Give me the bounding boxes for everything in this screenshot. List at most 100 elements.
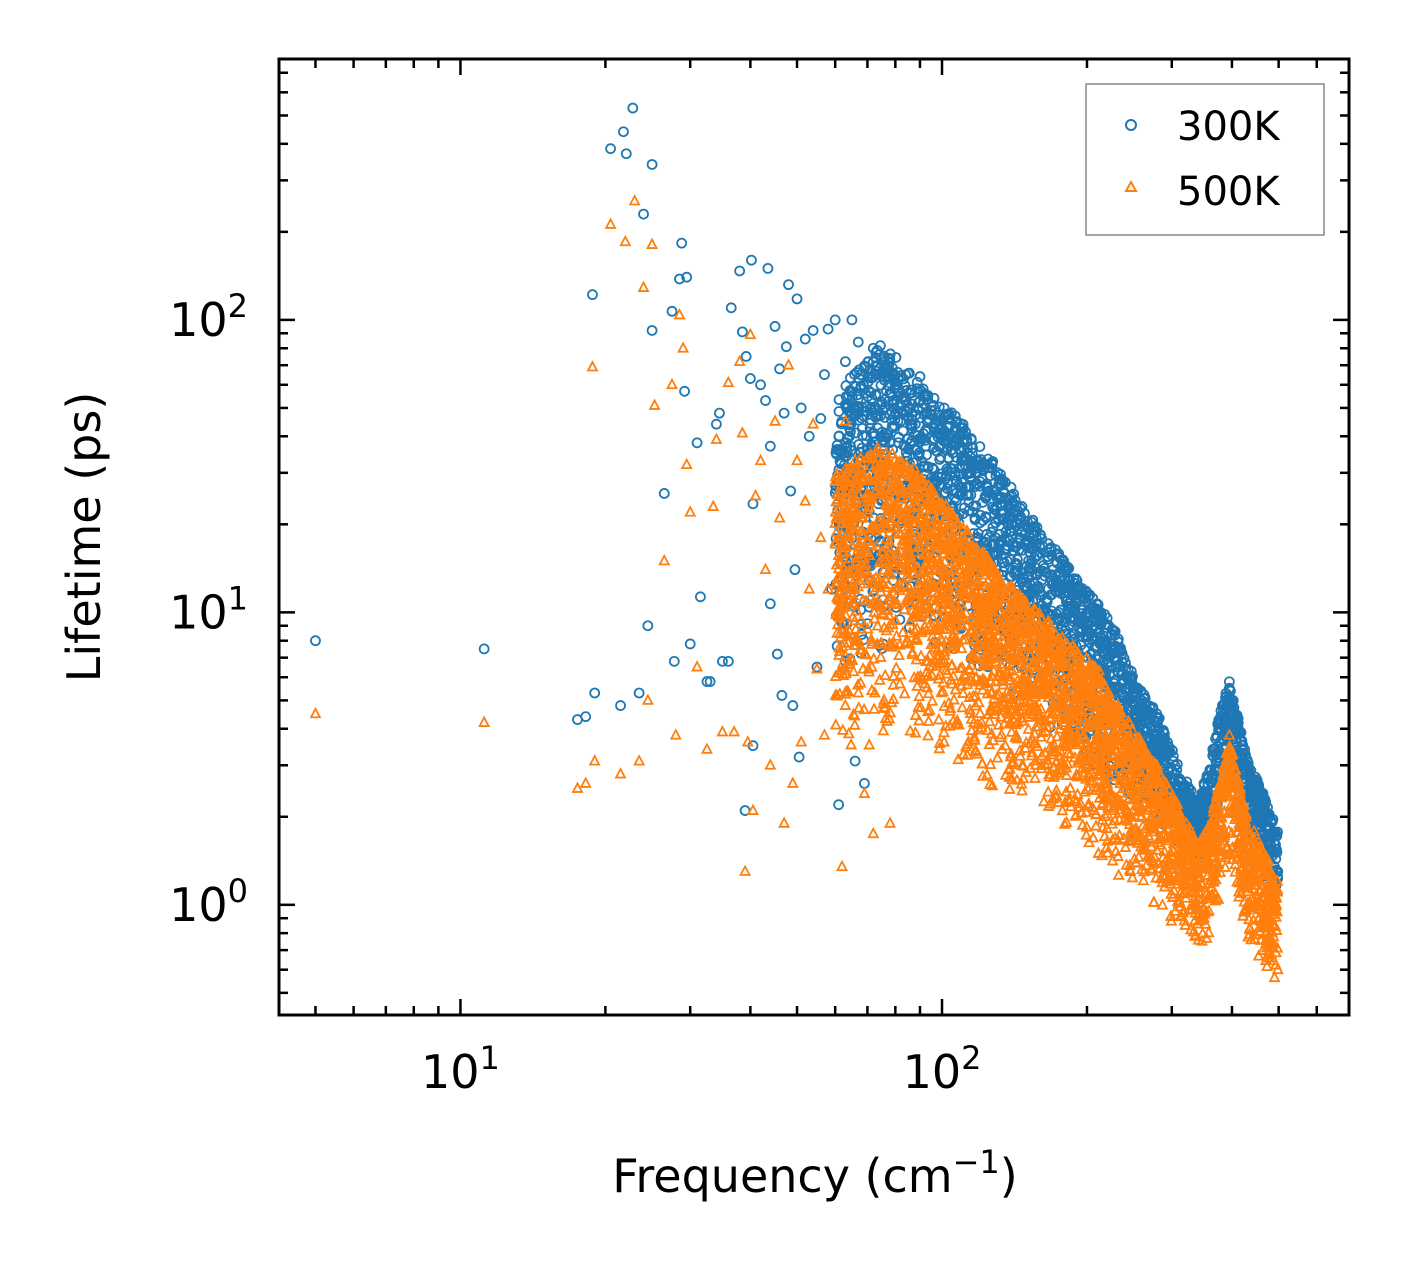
point-500K (944, 701, 957, 713)
point-300K (580, 711, 592, 723)
point-300K (1100, 619, 1112, 630)
point-500K (1041, 757, 1054, 769)
point-300K (1091, 627, 1103, 639)
point-300K (974, 476, 986, 487)
point-500K (952, 752, 965, 765)
point-300K (922, 462, 934, 474)
point-500K (915, 649, 928, 661)
point-300K (994, 540, 1006, 551)
point-300K (822, 323, 834, 335)
point-500K (1161, 822, 1174, 835)
point-300K (868, 407, 880, 419)
point-500K (1048, 658, 1061, 670)
point-500K (1096, 820, 1109, 833)
point-300K (974, 441, 986, 452)
point-500K (1080, 828, 1093, 840)
point-300K (1225, 710, 1237, 722)
point-300K (890, 352, 902, 363)
point-300K (1149, 735, 1161, 747)
point-300K (1076, 583, 1088, 594)
point-300K (1120, 670, 1132, 682)
point-300K (992, 513, 1004, 524)
point-500K (959, 632, 972, 645)
point-500K (975, 715, 988, 727)
point-300K (1115, 644, 1126, 656)
point-500K (883, 514, 896, 526)
point-300K (1034, 547, 1046, 559)
point-500K (950, 580, 963, 593)
point-300K (918, 398, 930, 410)
point-300K (803, 430, 815, 442)
point-300K (704, 676, 716, 687)
point-300K (946, 444, 958, 456)
point-500K (836, 723, 849, 735)
point-300K (901, 433, 913, 445)
point-300K (1022, 516, 1033, 528)
point-500K (893, 467, 906, 479)
point-500K (874, 650, 887, 662)
point-300K (895, 370, 907, 382)
point-500K (1080, 820, 1093, 832)
point-300K (883, 352, 895, 364)
point-300K (884, 388, 896, 399)
point-300K (833, 406, 845, 417)
point-300K (867, 342, 879, 354)
point-300K (1011, 558, 1022, 569)
point-300K (776, 690, 788, 701)
point-500K (843, 552, 856, 564)
point-500K (847, 664, 860, 677)
point-300K (957, 508, 969, 520)
point-300K (1034, 541, 1046, 553)
point-300K (799, 333, 811, 345)
point-300K (833, 394, 845, 406)
point-300K (859, 360, 870, 372)
point-500K (967, 715, 980, 728)
point-300K (1053, 614, 1065, 626)
point-300K (1148, 734, 1160, 745)
point-500K (1231, 850, 1244, 863)
point-500K (1267, 953, 1280, 966)
point-500K (1225, 785, 1238, 797)
point-500K (958, 667, 971, 679)
point-500K (931, 602, 944, 615)
point-300K (1239, 743, 1251, 755)
point-500K (983, 737, 996, 750)
point-300K (884, 409, 896, 420)
point-500K (860, 534, 873, 546)
point-500K (894, 477, 907, 489)
point-300K (1082, 631, 1094, 643)
point-500K (1005, 725, 1018, 737)
point-500K (969, 699, 982, 711)
point-300K (1169, 760, 1181, 772)
point-300K (967, 500, 979, 512)
point-300K (919, 388, 930, 400)
point-300K (879, 352, 891, 364)
point-300K (946, 407, 957, 419)
point-300K (691, 437, 703, 449)
point-500K (830, 575, 843, 587)
point-500K (1219, 860, 1232, 872)
point-300K (1148, 729, 1159, 741)
point-500K (1013, 744, 1026, 756)
point-300K (1211, 731, 1222, 742)
point-300K (771, 648, 783, 660)
point-300K (900, 447, 912, 459)
point-300K (785, 485, 797, 497)
point-500K (949, 717, 962, 729)
point-300K (1139, 705, 1151, 716)
point-300K (646, 325, 658, 336)
point-500K (861, 622, 874, 634)
point-300K (1192, 811, 1204, 823)
point-300K (1030, 593, 1042, 605)
point-300K (835, 418, 847, 430)
point-500K (1011, 732, 1024, 744)
point-300K (996, 557, 1008, 568)
point-300K (1185, 785, 1197, 797)
point-300K (987, 501, 998, 513)
point-300K (1130, 681, 1142, 693)
point-500K (955, 641, 968, 654)
point-500K (1146, 810, 1159, 822)
point-300K (1163, 747, 1175, 758)
point-300K (875, 379, 887, 391)
point-300K (849, 755, 861, 767)
